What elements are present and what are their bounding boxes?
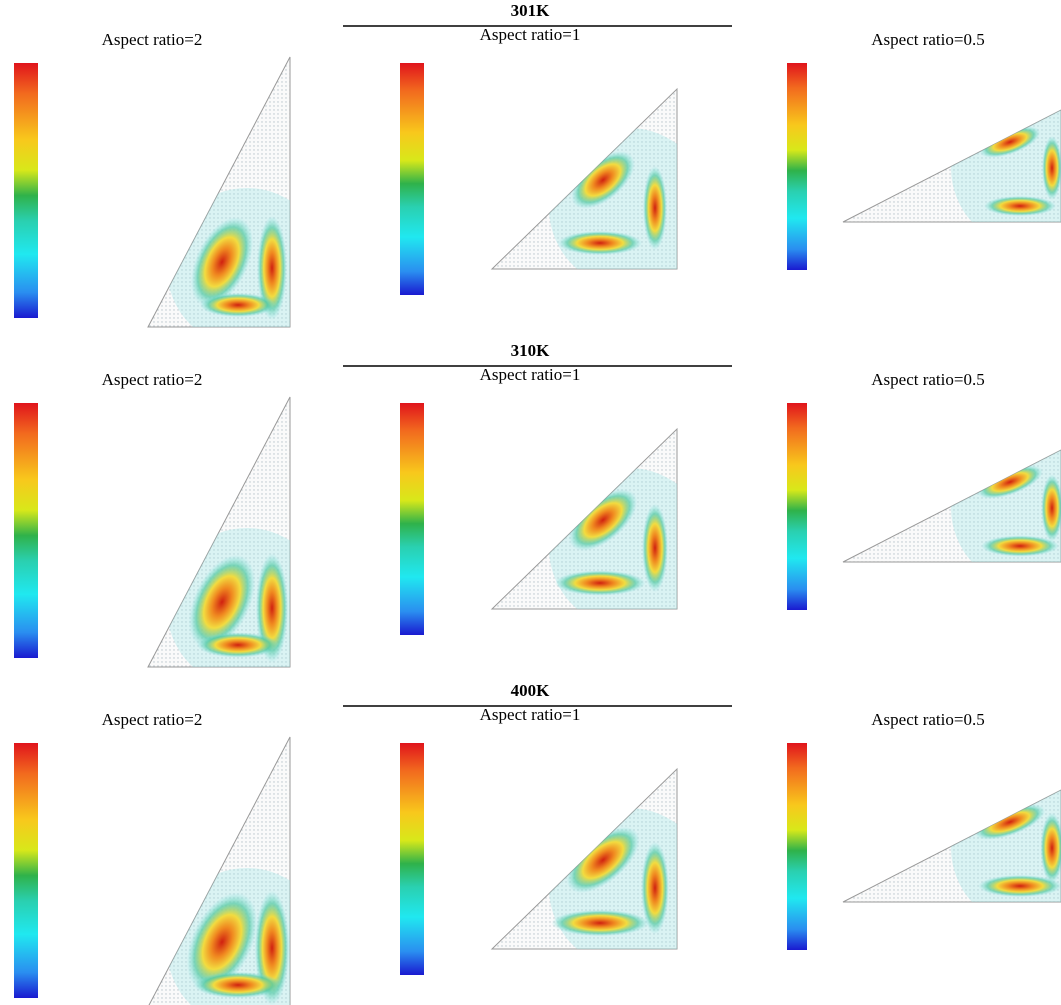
- flow-field: [167, 188, 290, 327]
- vortex: [984, 196, 1056, 216]
- vortex: [193, 971, 283, 999]
- vortex: [200, 293, 276, 317]
- vortex: [558, 231, 642, 255]
- colorbar: [787, 403, 807, 610]
- flow-field: [167, 528, 290, 667]
- colorbar: [14, 63, 38, 318]
- row: 310K Aspect ratio=2 Aspect ratio=1 Aspect r…: [14, 341, 1061, 668]
- panel-label: Aspect ratio=0.5: [871, 710, 984, 729]
- flow-field: [167, 868, 290, 1005]
- vortex: [551, 909, 649, 937]
- panel: Aspect ratio=2: [14, 710, 291, 1005]
- colorbar: [787, 63, 807, 270]
- row: 301K Aspect ratio=2 Aspect ratio=1 Aspect r…: [14, 1, 1061, 328]
- panel: Aspect ratio=2: [14, 370, 291, 668]
- panel: Aspect ratio=0.5: [787, 370, 1061, 610]
- row: 400K Aspect ratio=2 Aspect ratio=1 Aspect r…: [14, 681, 1061, 1005]
- flow-field: [549, 468, 677, 609]
- panel-label: Aspect ratio=1: [480, 365, 581, 384]
- vortex: [977, 465, 1043, 499]
- vortex: [571, 151, 635, 209]
- vortex: [641, 841, 669, 935]
- row-title: 310K: [511, 341, 551, 360]
- vortex: [1042, 136, 1061, 200]
- vortex: [1041, 474, 1061, 542]
- panel: Aspect ratio=2: [14, 30, 291, 328]
- colorbar: [400, 743, 424, 975]
- colorbar: [14, 743, 38, 998]
- vortex: [643, 166, 667, 250]
- vortex: [979, 126, 1041, 158]
- colorbar: [400, 63, 424, 295]
- panel: Aspect ratio=1: [400, 25, 678, 295]
- vortex: [642, 503, 668, 593]
- panel-label: Aspect ratio=0.5: [871, 30, 984, 49]
- flow-field: [549, 128, 677, 269]
- vortex: [566, 827, 640, 893]
- panel-label: Aspect ratio=2: [102, 370, 203, 389]
- vortex: [188, 554, 256, 650]
- panel: Aspect ratio=1: [400, 365, 678, 635]
- vortex: [257, 216, 287, 320]
- panel: Aspect ratio=0.5: [787, 710, 1061, 950]
- vortex: [974, 804, 1046, 840]
- flow-field: [951, 450, 1061, 562]
- panel: Aspect ratio=0.5: [787, 30, 1061, 270]
- vortex: [554, 570, 646, 596]
- vortex: [568, 489, 638, 551]
- domain: [147, 56, 291, 328]
- vortex: [190, 217, 254, 307]
- panel-label: Aspect ratio=1: [480, 705, 581, 724]
- colorbar: [400, 403, 424, 635]
- vortex: [981, 535, 1059, 557]
- flow-field: [549, 808, 677, 949]
- vortex: [1040, 812, 1061, 884]
- colorbar: [14, 403, 38, 658]
- domain: [147, 396, 291, 668]
- vortex: [186, 892, 258, 992]
- panel-label: Aspect ratio=1: [480, 25, 581, 44]
- colorbar: [787, 743, 807, 950]
- row-title: 400K: [511, 681, 551, 700]
- vortex: [196, 632, 280, 658]
- flow-field: [951, 110, 1061, 222]
- halo: [549, 128, 677, 269]
- panel-label: Aspect ratio=2: [102, 710, 203, 729]
- row-title: 301K: [511, 1, 551, 20]
- panel-label: Aspect ratio=0.5: [871, 370, 984, 389]
- panel-label: Aspect ratio=2: [102, 30, 203, 49]
- flow-field: [951, 790, 1061, 902]
- vortex: [978, 875, 1061, 897]
- panel: Aspect ratio=1: [400, 705, 678, 975]
